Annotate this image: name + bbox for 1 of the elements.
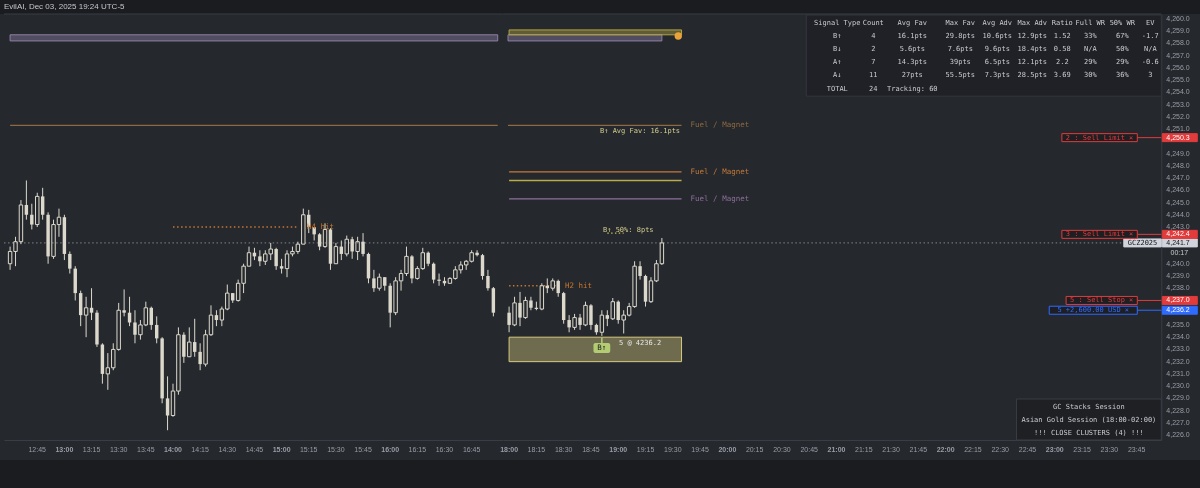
chart-title: EvilAI, Dec 03, 2025 19:24 UTC-5	[4, 2, 126, 11]
